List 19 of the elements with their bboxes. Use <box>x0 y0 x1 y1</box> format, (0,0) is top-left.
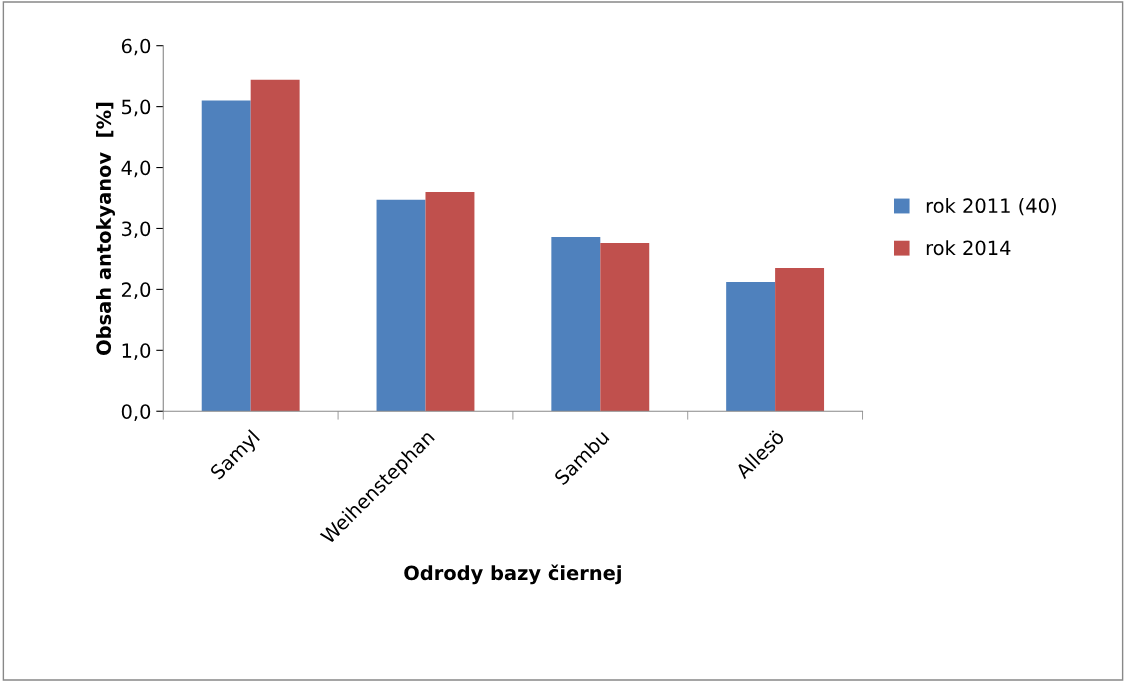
bar <box>250 79 300 412</box>
y-tick-label: 5,0 <box>122 99 151 117</box>
y-tick-label: 0,0 <box>121 404 151 421</box>
y-axis-title: Obsah antokyanov [%] <box>96 102 115 355</box>
bar <box>600 243 650 412</box>
bar <box>726 282 776 412</box>
legend-label: rok 2011 (40) <box>926 197 1056 216</box>
y-tick-label: 6,0 <box>121 38 151 56</box>
y-tick-label: 4,0 <box>121 160 151 178</box>
bar <box>775 268 825 412</box>
y-tick-label: 3,0 <box>122 221 151 239</box>
y-tick-label: 1,0 <box>122 343 151 360</box>
y-tick-label: 2,0 <box>121 282 151 300</box>
bar <box>425 191 475 412</box>
bar <box>551 237 601 412</box>
legend-label: rok 2014 <box>926 240 1011 256</box>
x-axis-title: Odrody bazy čiernej <box>404 564 621 585</box>
bar <box>201 100 251 412</box>
bar <box>376 199 426 412</box>
